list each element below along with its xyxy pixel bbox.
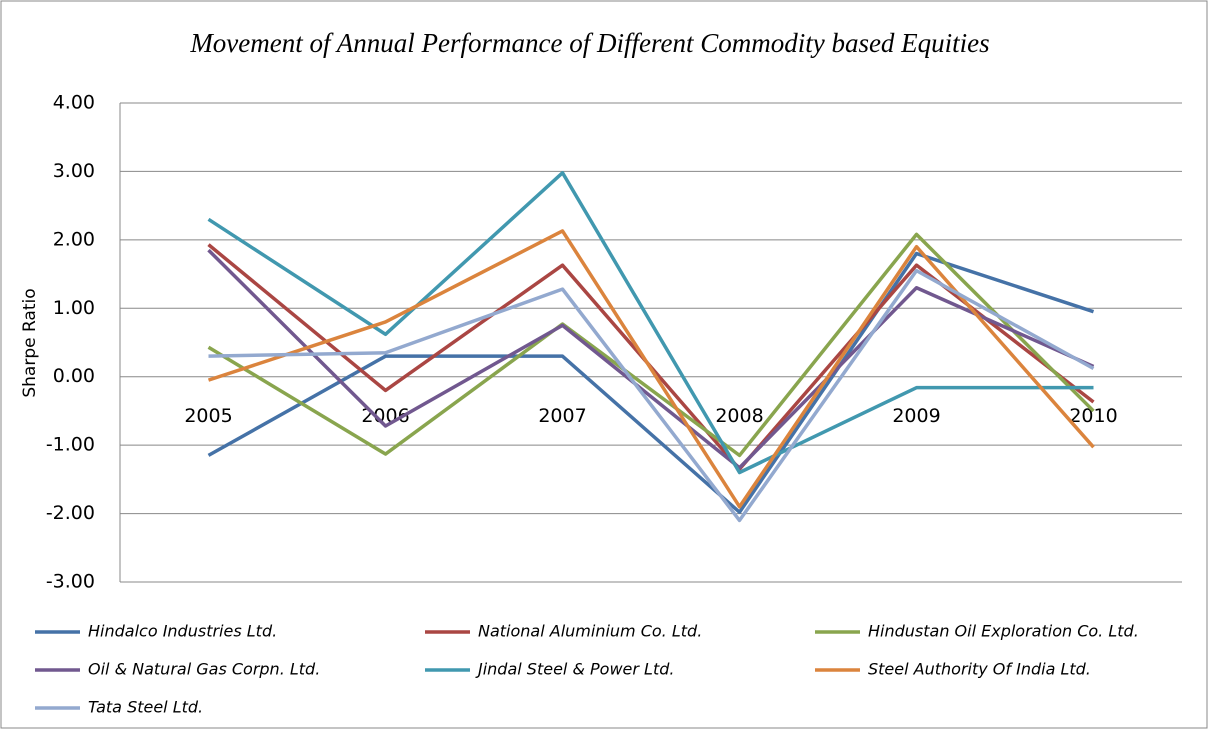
- legend-label: Steel Authority Of India Ltd.: [868, 660, 1091, 679]
- legend-label: Oil & Natural Gas Corpn. Ltd.: [88, 660, 320, 679]
- x-tick-label: 2005: [184, 405, 232, 427]
- x-tick-label: 2010: [1069, 405, 1117, 427]
- series-line: [208, 268, 1095, 523]
- y-tick-label: 1.00: [53, 297, 95, 319]
- chart-title: Movement of Annual Performance of Differ…: [189, 28, 989, 58]
- legend-label: Jindal Steel & Power Ltd.: [475, 660, 674, 679]
- series-line: [207, 229, 1095, 509]
- series-line: [207, 248, 1095, 470]
- y-tick-label: -3.00: [46, 571, 95, 593]
- x-tick-label: 2006: [361, 405, 409, 427]
- x-tick-label: 2009: [892, 405, 940, 427]
- y-tick-label: -1.00: [46, 434, 95, 456]
- x-tick-label: 2007: [538, 405, 586, 427]
- legend-label: Hindustan Oil Exploration Co. Ltd.: [868, 622, 1139, 641]
- legend-label: Tata Steel Ltd.: [88, 698, 203, 717]
- series-line: [207, 171, 1094, 475]
- y-tick-label: 4.00: [53, 92, 95, 114]
- y-tick-label: 0.00: [53, 365, 95, 387]
- y-tick-label: -2.00: [46, 502, 95, 524]
- x-tick-label: 2008: [715, 405, 763, 427]
- legend-label: National Aluminium Co. Ltd.: [478, 622, 702, 641]
- legend-label: Hindalco Industries Ltd.: [88, 622, 277, 641]
- y-axis-label: Sharpe Ratio: [20, 288, 40, 397]
- y-tick-label: 2.00: [53, 228, 95, 250]
- y-tick-label: 3.00: [53, 160, 95, 182]
- series-line: [207, 232, 1095, 458]
